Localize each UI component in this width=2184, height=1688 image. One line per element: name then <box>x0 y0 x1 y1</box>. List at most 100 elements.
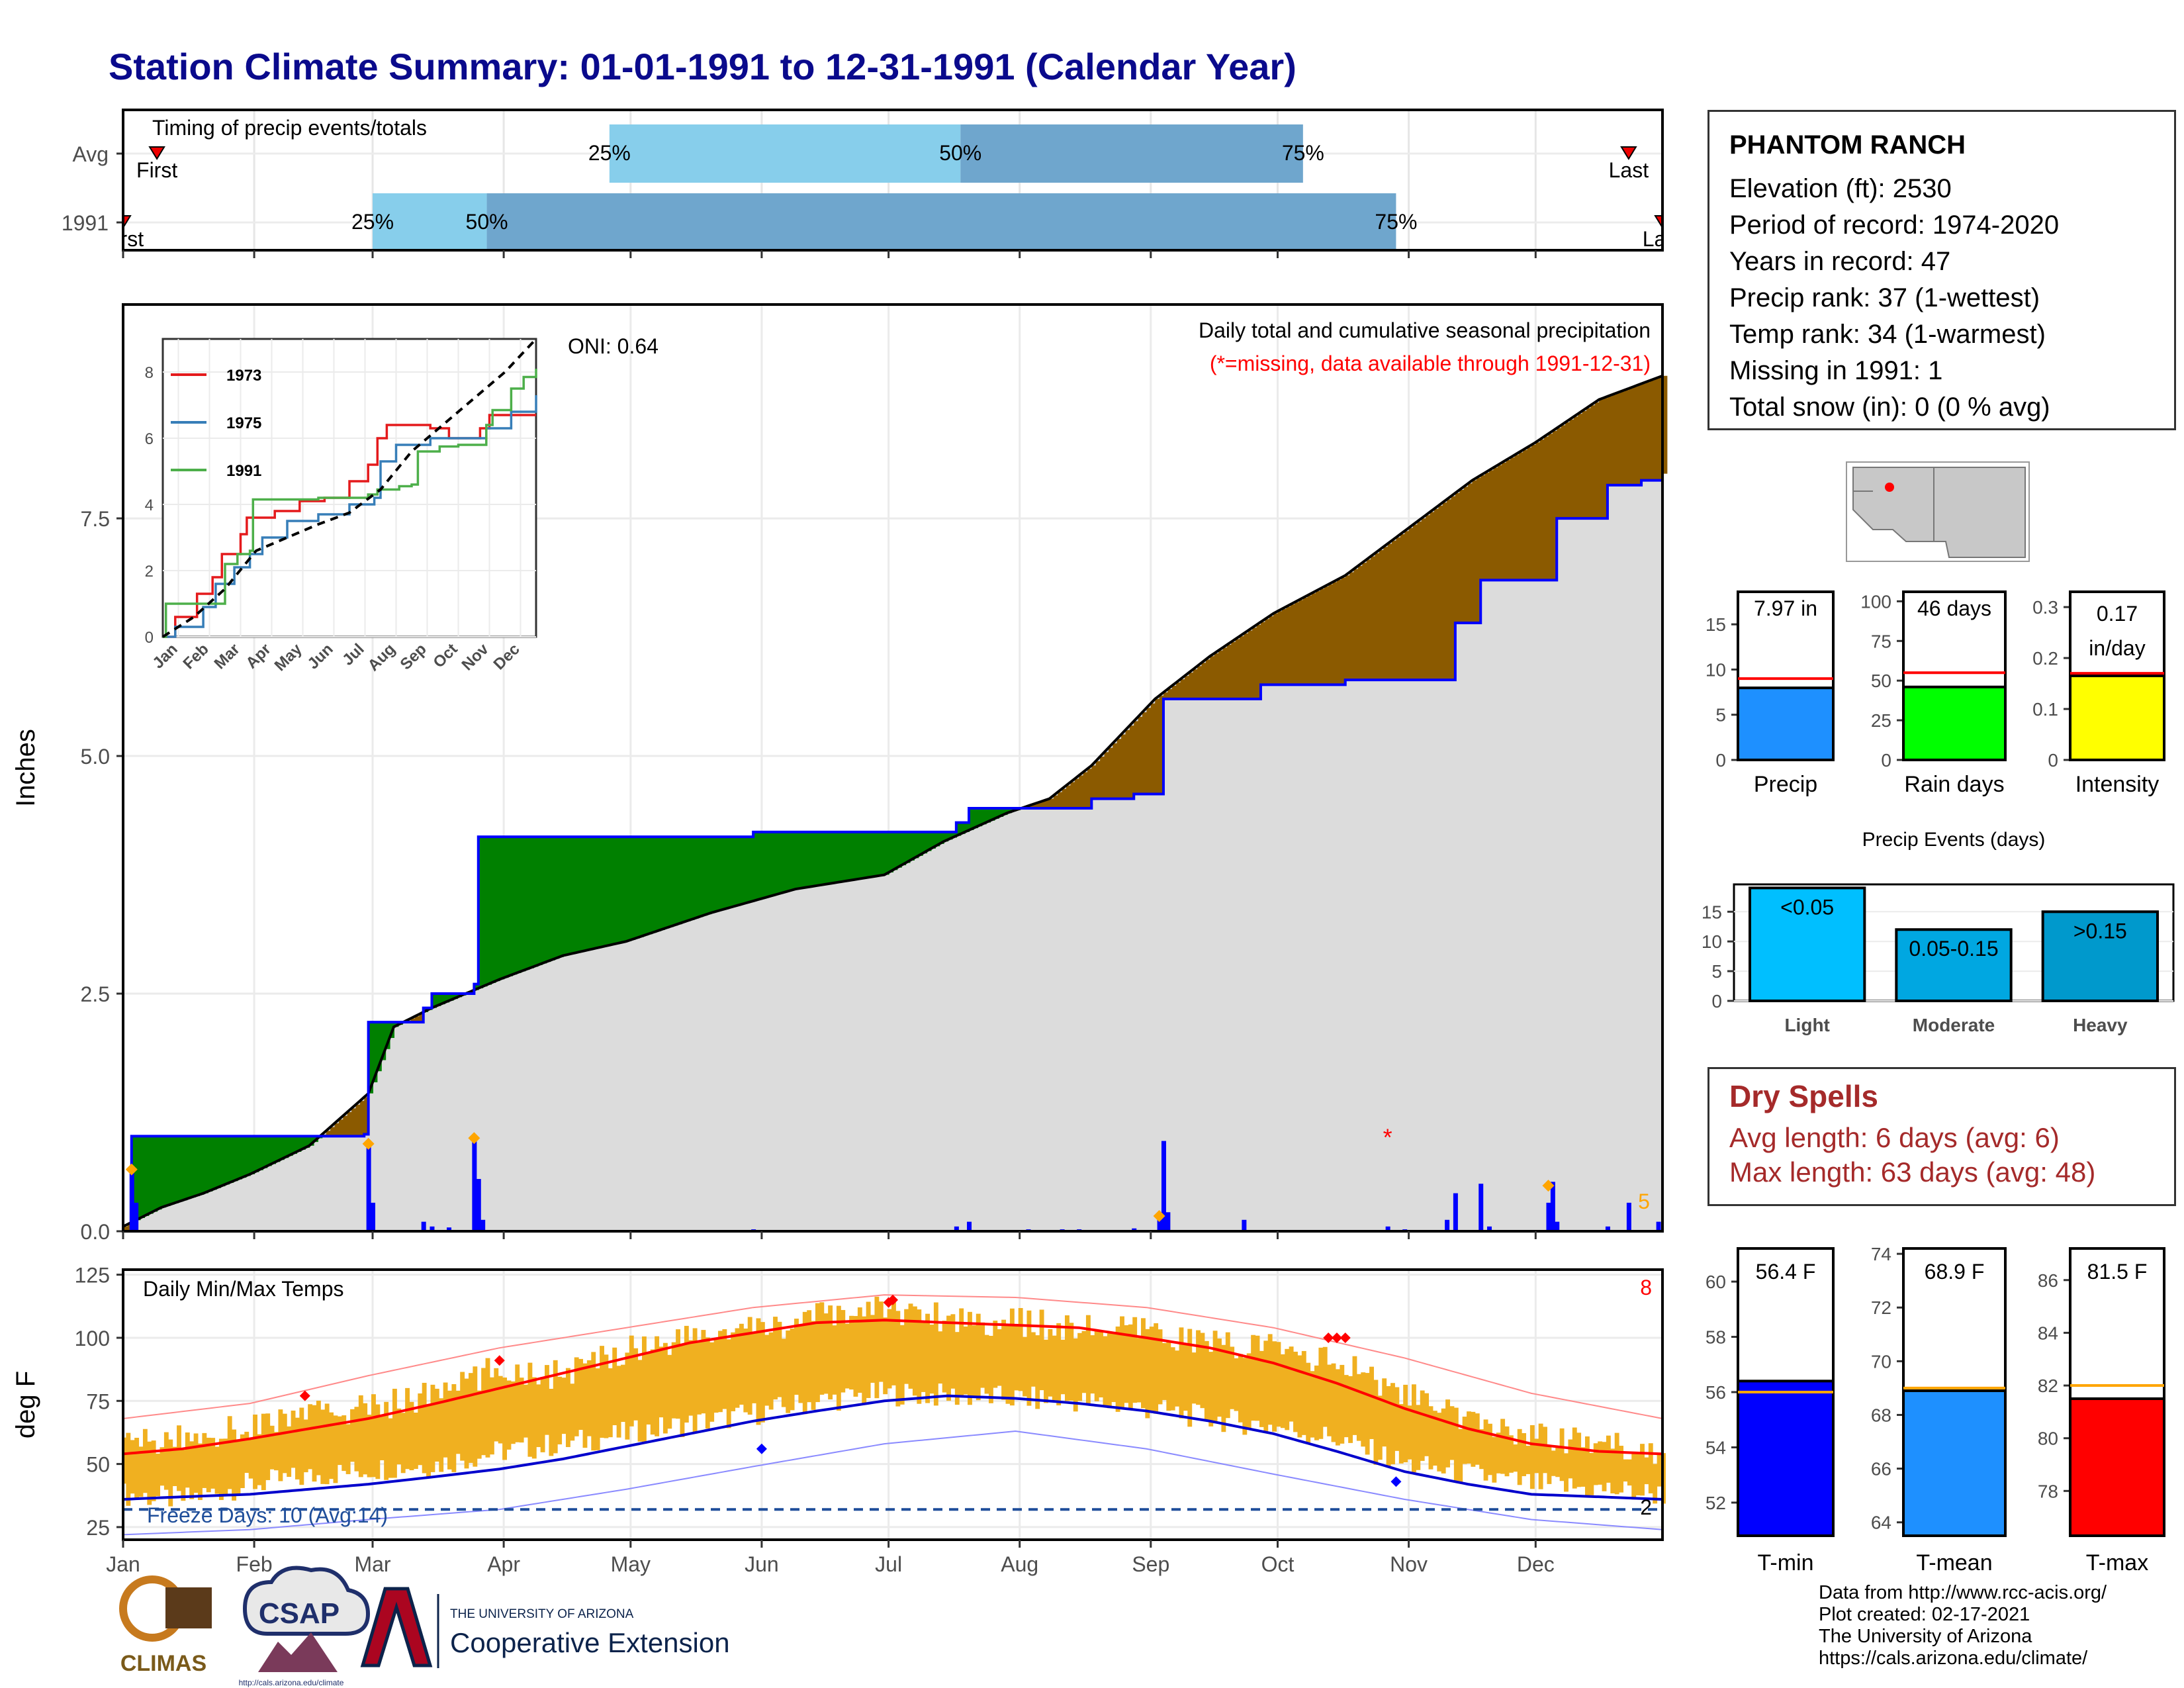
mini-axis-label: T-max <box>2086 1550 2148 1575</box>
temp-range-bar <box>350 1409 355 1462</box>
temp-range-bar <box>1593 1443 1598 1485</box>
temp-range-bar <box>477 1390 482 1459</box>
mini-axis-label: Rain days <box>1904 772 2004 797</box>
temp-range-bar <box>1488 1423 1492 1476</box>
temp-range-bar <box>287 1426 292 1477</box>
y-tick-label: 15 <box>1702 902 1722 922</box>
temp-range-bar <box>933 1302 938 1406</box>
map-states <box>1852 467 2026 558</box>
temp-range-bar <box>1005 1324 1011 1404</box>
daily-precip-bar <box>1605 1226 1610 1231</box>
temp-range-bar <box>637 1360 643 1442</box>
temp-range-bar <box>240 1434 245 1489</box>
temp-range-bar <box>185 1432 190 1488</box>
temp-range-bar <box>1085 1315 1091 1405</box>
temp-range-bar <box>1077 1333 1083 1401</box>
mini-axis-label: T-min <box>1758 1550 1814 1575</box>
events-title: Precip Events (days) <box>1862 829 2046 851</box>
temp-range-bar <box>1610 1448 1615 1494</box>
temp-range-bar <box>731 1332 736 1411</box>
temp-range-bar <box>303 1419 308 1473</box>
temp-range-bar <box>172 1446 177 1487</box>
temp-range-bar <box>828 1305 833 1399</box>
footer-credits: Data from http://www.rcc-acis.org/ Plot … <box>1819 1582 2107 1669</box>
above-normal-area <box>131 808 1025 1223</box>
daily-precip-bar <box>954 1226 959 1231</box>
y-tick-label: 54 <box>1706 1437 1726 1458</box>
temp-range-bar <box>519 1378 524 1443</box>
daily-precip-bar <box>1132 1228 1137 1231</box>
temp-range-bar <box>849 1315 854 1390</box>
temp-range-bar <box>1543 1427 1547 1474</box>
temp-range-bar <box>908 1303 913 1389</box>
temp-range-bar <box>1293 1351 1298 1432</box>
month-label: Jan <box>106 1552 140 1576</box>
temp-range-bar <box>997 1329 1002 1386</box>
temp-range-bar <box>1141 1318 1146 1409</box>
temp-range-bar <box>565 1368 570 1448</box>
temp-range-bar <box>1179 1327 1184 1419</box>
temp-range-bar <box>641 1336 647 1444</box>
temp-range-bar <box>1627 1459 1632 1486</box>
mini-value-label: 46 days <box>1917 596 1991 620</box>
temp-range-bar <box>549 1388 554 1456</box>
y-axis-title: Inches <box>11 729 40 807</box>
temp-range-bar <box>993 1321 998 1388</box>
quartile-label: 75% <box>1375 210 1417 234</box>
daily-precip-bar <box>1487 1226 1492 1231</box>
temp-range-bar <box>582 1363 588 1448</box>
temp-range-bar <box>396 1408 402 1465</box>
temp-range-bar <box>1301 1350 1306 1435</box>
station-row: Missing in 1991: 1 <box>1729 356 1943 385</box>
temp-range-bar <box>1614 1432 1619 1495</box>
y-tick-label: 80 <box>2038 1429 2058 1449</box>
temp-range-bar <box>595 1368 600 1450</box>
y-tick-label: 56 <box>1706 1382 1726 1403</box>
daily-precip-bar <box>129 1169 134 1231</box>
temp-range-bar <box>1175 1350 1180 1407</box>
y-tick-label: 0.2 <box>2032 648 2058 669</box>
y-tick-label: 0 <box>1715 750 1726 771</box>
temp-range-bar <box>988 1336 993 1403</box>
temp-range-bar <box>455 1390 461 1454</box>
inset-series-line <box>163 414 536 638</box>
temp-range-bar <box>1458 1429 1463 1482</box>
temp-range-bar <box>1584 1436 1590 1497</box>
temp-range-bar <box>218 1438 224 1501</box>
temp-range-bar <box>1504 1426 1510 1477</box>
temp-range-bar <box>1416 1405 1421 1470</box>
ua-logo-icon <box>360 1587 433 1667</box>
temp-range-bar <box>836 1305 841 1411</box>
temp-range-bar <box>409 1401 414 1471</box>
inset-legend-label: 1991 <box>226 462 261 480</box>
temp-range-bar <box>468 1373 473 1463</box>
temp-range-bar <box>261 1413 266 1491</box>
dry-spells-box: Dry Spells Avg length: 6 days (avg: 6) M… <box>1707 1067 2176 1206</box>
temp-range-bar <box>1128 1324 1133 1409</box>
temp-range-bar <box>743 1329 749 1413</box>
y-tick-label: 5 <box>1711 961 1722 982</box>
temp-range-bar <box>1483 1419 1488 1481</box>
temp-range-bar <box>1023 1336 1027 1397</box>
temp-range-bar <box>976 1313 981 1401</box>
temp-range-bar <box>206 1437 211 1493</box>
temp-range-bar <box>815 1303 820 1403</box>
temp-range-bar <box>1453 1407 1459 1483</box>
temp-range-bar <box>269 1425 275 1470</box>
temp-range-bar <box>1568 1439 1573 1479</box>
daily-precip-bar <box>1165 1212 1171 1231</box>
y-axis-title: deg F <box>11 1371 40 1438</box>
temp-range-bar <box>1183 1344 1188 1411</box>
temp-range-bar <box>667 1354 672 1429</box>
record-low-count: 2 <box>1640 1495 1652 1519</box>
temp-range-bar <box>853 1316 858 1397</box>
temp-range-bar <box>862 1316 867 1404</box>
temp-range-bar <box>523 1384 528 1438</box>
freeze-days-label: Freeze Days: 10 (Avg:14) <box>147 1503 388 1527</box>
month-label: Sep <box>1132 1552 1169 1576</box>
temp-range-bar <box>434 1388 439 1462</box>
temp-range-bar <box>1551 1450 1556 1476</box>
y-tick-label: 52 <box>1706 1493 1726 1513</box>
temp-range-bar <box>253 1414 257 1489</box>
temp-range-bar <box>802 1311 807 1415</box>
